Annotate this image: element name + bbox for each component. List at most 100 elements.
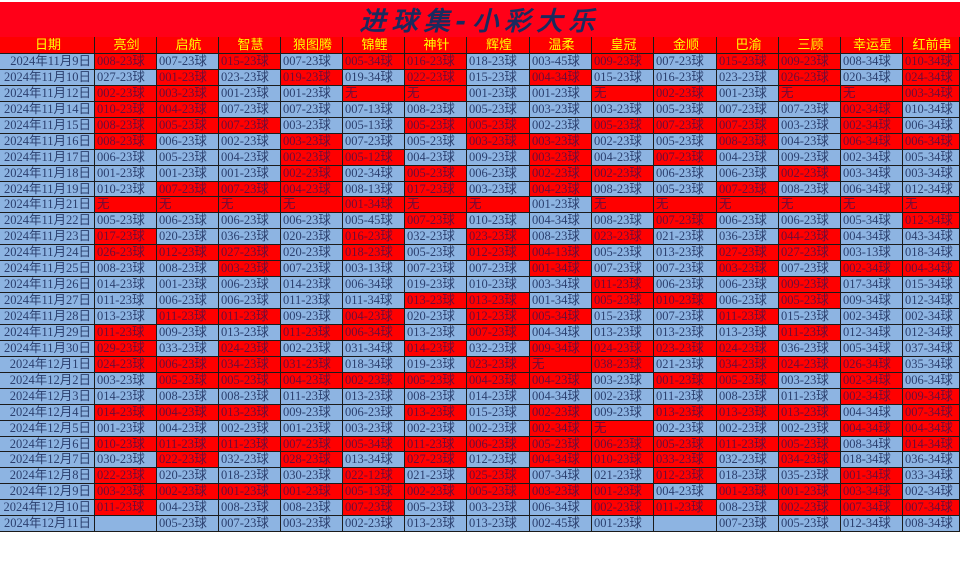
result-cell[interactable]: 013-23球 — [343, 388, 405, 405]
result-cell[interactable]: 005-34球 — [841, 340, 903, 357]
result-cell[interactable]: 035-34球 — [903, 356, 960, 373]
result-cell[interactable]: 008-23球 — [592, 181, 654, 198]
result-cell-hit[interactable]: 033-23球 — [654, 452, 717, 469]
result-cell[interactable]: 013-23球 — [405, 516, 467, 533]
result-cell[interactable]: 013-23球 — [405, 324, 467, 341]
column-header[interactable]: 智慧 — [219, 37, 281, 54]
result-cell[interactable]: 018-23球 — [219, 468, 281, 485]
result-cell[interactable]: 015-23球 — [467, 69, 530, 86]
result-cell[interactable]: 021-23球 — [654, 229, 717, 246]
result-cell[interactable]: 018-34球 — [903, 245, 960, 262]
result-cell-hit[interactable]: 011-23球 — [717, 436, 779, 453]
result-cell[interactable]: 006-23球 — [219, 213, 281, 230]
result-cell-hit[interactable]: 005-23球 — [157, 117, 219, 134]
result-cell-hit[interactable]: 无 — [654, 197, 717, 214]
result-cell-hit[interactable]: 013-23球 — [405, 293, 467, 309]
result-cell[interactable]: 006-23球 — [717, 165, 779, 182]
result-cell[interactable]: 001-23球 — [281, 420, 343, 437]
result-cell[interactable]: 020-34球 — [841, 69, 903, 86]
result-cell[interactable]: 021-23球 — [592, 468, 654, 485]
result-cell[interactable]: 007-23球 — [654, 309, 717, 325]
result-cell[interactable]: 006-23球 — [157, 293, 219, 309]
result-cell[interactable]: 023-23球 — [717, 69, 779, 86]
result-cell-hit[interactable]: 017-23球 — [405, 181, 467, 198]
result-cell-hit[interactable]: 002-23球 — [779, 500, 841, 517]
date-cell[interactable]: 2024年11月30日 — [0, 340, 95, 357]
result-cell-hit[interactable]: 无 — [903, 197, 960, 214]
result-cell-hit[interactable]: 004-13球 — [530, 245, 592, 262]
result-cell-hit[interactable]: 010-23球 — [654, 293, 717, 309]
result-cell[interactable]: 010-23球 — [467, 213, 530, 230]
result-cell[interactable]: 008-34球 — [903, 516, 960, 533]
result-cell[interactable]: 008-23球 — [717, 500, 779, 517]
result-cell[interactable]: 004-34球 — [841, 229, 903, 246]
result-cell[interactable]: 020-23球 — [281, 245, 343, 262]
result-cell[interactable]: 006-23球 — [219, 293, 281, 309]
result-cell-hit[interactable]: 011-23球 — [95, 500, 157, 517]
result-cell-hit[interactable]: 007-23球 — [281, 436, 343, 453]
result-cell[interactable]: 001-23球 — [219, 165, 281, 182]
result-cell-hit[interactable]: 008-23球 — [95, 54, 157, 70]
result-cell[interactable]: 006-34球 — [343, 277, 405, 294]
result-cell[interactable]: 032-23球 — [467, 340, 530, 357]
result-cell[interactable]: 005-23球 — [405, 245, 467, 262]
date-cell[interactable]: 2024年11月25日 — [0, 261, 95, 278]
result-cell[interactable]: 015-23球 — [779, 309, 841, 325]
result-cell[interactable]: 036-23球 — [717, 229, 779, 246]
result-cell-hit[interactable]: 013-23球 — [405, 404, 467, 421]
result-cell-hit[interactable]: 011-23球 — [95, 324, 157, 341]
result-cell-hit[interactable]: 013-23球 — [219, 404, 281, 421]
result-cell[interactable]: 032-23球 — [219, 452, 281, 469]
result-cell[interactable]: 007-13球 — [343, 101, 405, 118]
result-cell-hit[interactable]: 006-23球 — [157, 356, 219, 373]
result-cell-hit[interactable]: 无 — [592, 85, 654, 102]
result-cell[interactable]: 002-23球 — [467, 420, 530, 437]
result-cell-hit[interactable]: 034-23球 — [779, 452, 841, 469]
result-cell-hit[interactable]: 无 — [592, 420, 654, 437]
result-cell-hit[interactable]: 012-34球 — [903, 213, 960, 230]
result-cell[interactable]: 008-23球 — [281, 500, 343, 517]
result-cell-hit[interactable]: 006-34球 — [841, 133, 903, 150]
result-cell[interactable]: 003-34球 — [530, 277, 592, 294]
result-cell[interactable]: 008-23球 — [95, 261, 157, 278]
result-cell[interactable]: 001-23球 — [530, 197, 592, 214]
date-cell[interactable]: 2024年11月15日 — [0, 117, 95, 134]
result-cell[interactable]: 004-34球 — [841, 404, 903, 421]
result-cell-hit[interactable]: 011-23球 — [219, 436, 281, 453]
date-cell[interactable]: 2024年11月26日 — [0, 277, 95, 294]
result-cell-hit[interactable]: 002-34球 — [841, 388, 903, 405]
result-cell-hit[interactable]: 002-23球 — [654, 85, 717, 102]
result-cell[interactable]: 008-23球 — [157, 388, 219, 405]
result-cell[interactable]: 004-23球 — [405, 149, 467, 166]
result-cell[interactable]: 002-23球 — [592, 388, 654, 405]
result-cell-hit[interactable]: 009-34球 — [530, 340, 592, 357]
result-cell[interactable]: 008-23球 — [530, 229, 592, 246]
result-cell-hit[interactable]: 007-23球 — [717, 181, 779, 198]
result-cell[interactable]: 013-34球 — [343, 452, 405, 469]
result-cell[interactable]: 006-23球 — [654, 165, 717, 182]
result-cell[interactable]: 004-34球 — [530, 213, 592, 230]
result-cell[interactable]: 004-23球 — [157, 420, 219, 437]
result-cell-hit[interactable]: 001-23球 — [219, 484, 281, 501]
result-cell-hit[interactable]: 无 — [157, 197, 219, 214]
result-cell-hit[interactable]: 005-23球 — [592, 293, 654, 309]
result-cell[interactable]: 007-23球 — [405, 261, 467, 278]
result-cell-hit[interactable]: 007-23球 — [343, 500, 405, 517]
result-cell-hit[interactable]: 007-34球 — [903, 500, 960, 517]
result-cell[interactable]: 013-23球 — [592, 324, 654, 341]
result-cell-hit[interactable]: 027-23球 — [779, 245, 841, 262]
result-cell-hit[interactable]: 005-34球 — [530, 309, 592, 325]
result-cell[interactable]: 005-13球 — [343, 117, 405, 134]
result-cell-hit[interactable]: 003-23球 — [219, 261, 281, 278]
result-cell[interactable]: 014-23球 — [95, 277, 157, 294]
result-cell[interactable]: 012-34球 — [841, 516, 903, 533]
column-header[interactable]: 三顾 — [779, 37, 841, 54]
result-cell[interactable]: 008-13球 — [343, 181, 405, 198]
result-cell-hit[interactable]: 011-23球 — [219, 309, 281, 325]
result-cell-hit[interactable]: 044-23球 — [779, 229, 841, 246]
result-cell[interactable] — [654, 516, 717, 533]
result-cell-hit[interactable]: 012-23球 — [467, 309, 530, 325]
result-cell[interactable]: 003-23球 — [530, 101, 592, 118]
result-cell-hit[interactable]: 004-34球 — [530, 69, 592, 86]
result-cell[interactable]: 007-23球 — [592, 261, 654, 278]
